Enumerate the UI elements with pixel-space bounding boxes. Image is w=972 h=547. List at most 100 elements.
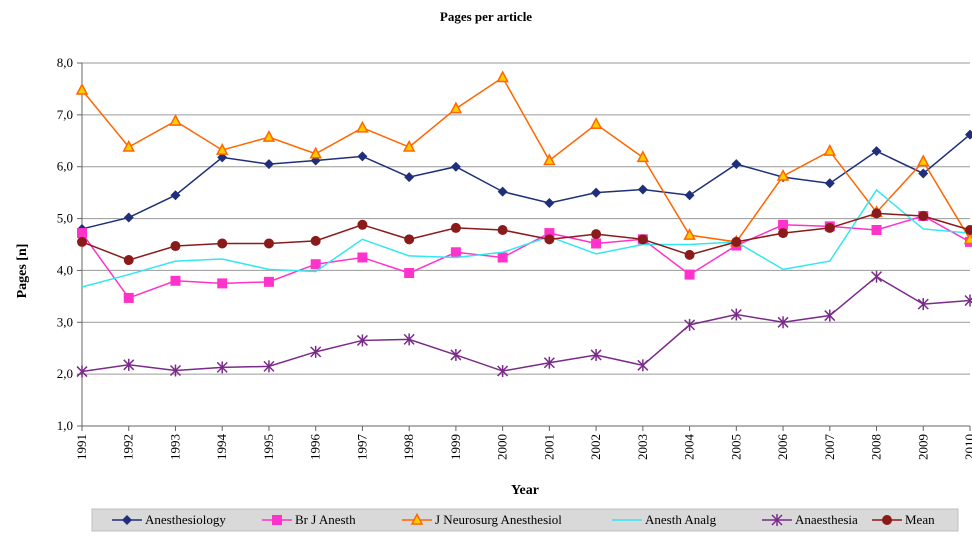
legend-label: Br J Anesth xyxy=(295,512,356,527)
series-group xyxy=(75,70,972,378)
x-tick-label: 1992 xyxy=(121,434,136,460)
x-tick-label: 2005 xyxy=(728,434,743,460)
data-point-anaesthesia xyxy=(310,345,322,358)
data-point-br-j-anesth xyxy=(170,275,181,286)
y-axis-label: Pages [n] xyxy=(15,244,30,299)
data-point-anesthesiology xyxy=(263,159,274,170)
x-tick-label: 2007 xyxy=(822,434,837,461)
legend-swatch-marker xyxy=(122,515,132,525)
legend-label: Mean xyxy=(905,512,935,527)
data-point-anesthesiology xyxy=(544,198,555,209)
legend-item-j-neurosurg-anesthesiol: J Neurosurg Anesthesiol xyxy=(402,512,562,527)
data-point-anesthesiology xyxy=(450,161,461,172)
data-point-anaesthesia xyxy=(637,359,649,372)
data-point-mean xyxy=(918,210,929,221)
data-point-mean xyxy=(684,249,695,260)
data-point-j-neurosurg-anesthesiol xyxy=(589,117,603,129)
legend-swatch-marker xyxy=(272,515,282,525)
data-point-j-neurosurg-anesthesiol xyxy=(75,82,89,95)
data-point-anaesthesia xyxy=(870,270,883,283)
data-point-j-neurosurg-anesthesiol xyxy=(169,113,182,126)
data-point-anesthesiology xyxy=(170,190,181,201)
x-tick-label: 2009 xyxy=(915,434,930,460)
gridlines xyxy=(82,62,970,427)
chart-title: Pages per article xyxy=(440,9,532,24)
x-tick-label: 2002 xyxy=(588,434,603,460)
data-point-mean xyxy=(357,219,368,230)
data-point-br-j-anesth xyxy=(123,292,134,303)
x-tick-label: 2000 xyxy=(495,434,510,460)
data-point-mean xyxy=(871,208,882,219)
data-point-br-j-anesth xyxy=(263,276,274,287)
legend-swatch-marker xyxy=(882,515,892,525)
x-tick-label: 2010 xyxy=(962,434,972,460)
x-tick-label: 1996 xyxy=(308,434,323,461)
legend-swatch-marker xyxy=(771,514,783,526)
series-j-neurosurg-anesthesiol xyxy=(75,70,972,247)
legend-label: Anesthesiology xyxy=(145,512,226,527)
data-point-mean xyxy=(170,241,181,252)
data-point-mean xyxy=(123,255,134,266)
series-mean xyxy=(77,208,972,266)
data-point-br-j-anesth xyxy=(77,228,87,239)
data-point-j-neurosurg-anesthesiol xyxy=(496,70,509,83)
data-point-j-neurosurg-anesthesiol xyxy=(823,144,837,156)
data-point-br-j-anesth xyxy=(778,219,789,230)
data-point-anaesthesia xyxy=(684,318,696,331)
legend-box xyxy=(91,508,959,532)
data-point-br-j-anesth xyxy=(357,252,368,263)
data-point-anesthesiology xyxy=(591,187,602,198)
data-point-mean xyxy=(404,234,415,245)
data-point-anaesthesia xyxy=(917,298,929,311)
data-point-j-neurosurg-anesthesiol xyxy=(122,139,135,152)
data-point-anaesthesia xyxy=(730,308,742,321)
legend: Anesthesiology Br J Anesth J Neurosurg Ane… xyxy=(91,508,959,532)
data-point-mean xyxy=(637,234,648,245)
data-point-j-neurosurg-anesthesiol xyxy=(543,153,556,166)
data-point-mean xyxy=(217,238,228,249)
legend-item-br-j-anesth: Br J Anesth xyxy=(262,512,356,527)
data-point-anesthesiology xyxy=(965,129,972,140)
data-point-br-j-anesth xyxy=(310,259,321,270)
data-point-j-neurosurg-anesthesiol xyxy=(215,143,229,155)
data-point-br-j-anesth xyxy=(871,224,882,235)
series-line-anesthesiology xyxy=(81,133,971,230)
data-point-j-neurosurg-anesthesiol xyxy=(636,150,650,163)
x-tick-label: 2003 xyxy=(635,434,650,460)
x-tick-label: 1997 xyxy=(354,434,369,461)
x-tick-label: 1993 xyxy=(167,434,182,460)
axes: 1,0 2,0 3,0 4,0 5,0 6,0 7,0 8,0 1991 1992 1993 1994… xyxy=(57,55,972,460)
legend-item-anesthesiology: Anesthesiology xyxy=(112,512,226,527)
data-point-br-j-anesth xyxy=(217,278,228,289)
data-point-anesthesiology xyxy=(637,184,648,195)
data-point-mean xyxy=(965,224,972,235)
data-point-j-neurosurg-anesthesiol xyxy=(309,146,322,159)
data-point-j-neurosurg-anesthesiol xyxy=(262,130,276,142)
data-point-anaesthesia xyxy=(169,364,182,377)
data-point-j-neurosurg-anesthesiol xyxy=(917,154,930,167)
y-tick-label: 4,0 xyxy=(57,262,73,277)
series-anaesthesia xyxy=(76,270,972,378)
legend-label: Anesth Analg xyxy=(645,512,717,527)
legend-swatch-marker xyxy=(410,512,424,525)
series-anesthesiology xyxy=(77,129,972,234)
y-tick-label: 3,0 xyxy=(57,314,73,329)
y-tick-label: 6,0 xyxy=(57,159,73,174)
series-line-anaesthesia xyxy=(81,275,971,373)
data-point-mean xyxy=(310,235,321,246)
data-point-anesthesiology xyxy=(404,172,415,183)
legend-item-mean: Mean xyxy=(872,512,935,527)
data-point-mean xyxy=(77,236,87,247)
data-point-anaesthesia xyxy=(964,294,972,307)
legend-label: J Neurosurg Anesthesiol xyxy=(435,512,562,527)
data-point-anaesthesia xyxy=(824,309,836,322)
series-line-mean xyxy=(81,212,971,261)
data-point-j-neurosurg-anesthesiol xyxy=(963,232,972,245)
data-point-br-j-anesth xyxy=(497,252,508,263)
x-tick-label: 1999 xyxy=(448,434,463,460)
data-point-br-j-anesth xyxy=(544,228,555,239)
y-tick-label: 7,0 xyxy=(57,107,73,122)
y-tick-label: 8,0 xyxy=(57,55,73,70)
x-axis-label: Year xyxy=(511,483,539,498)
